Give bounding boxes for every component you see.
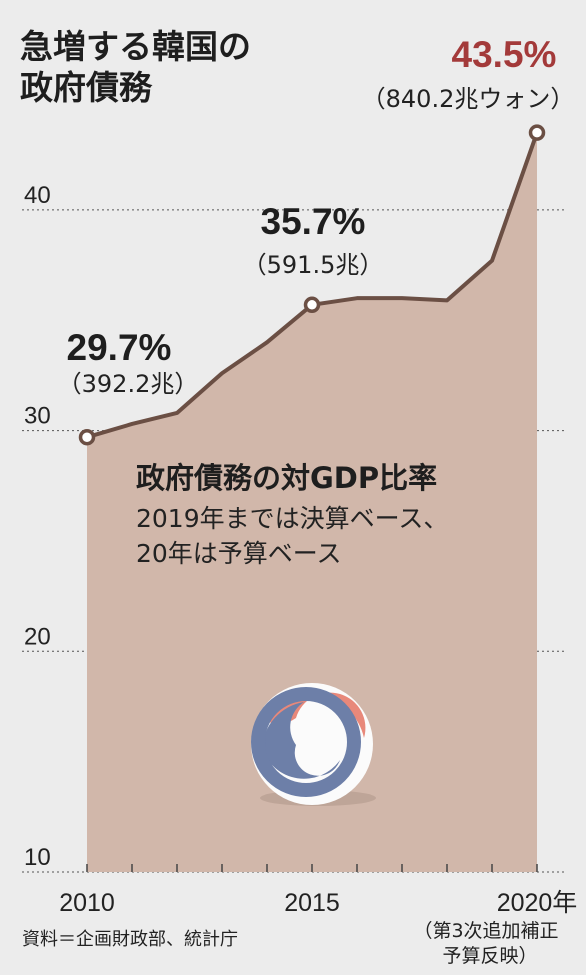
chart-title-line-2: 政府債務 [20, 68, 153, 107]
source-note: 資料＝企画財政部、統計庁 [22, 929, 238, 950]
highlight-markers [78, 124, 546, 446]
x-tick-marks [86, 864, 538, 872]
annotation-2010-percent: 29.7% [67, 327, 172, 368]
annotation-2020-percent: 43.5% [452, 34, 557, 75]
y-tick-20: 20 [24, 623, 51, 650]
x-tick-2010: 2010 [59, 889, 115, 917]
debt-ratio-area [87, 132, 537, 872]
data-point-2015 [303, 296, 321, 314]
annotation-2020-amount: （840.2兆ウォン） [362, 85, 575, 113]
description-line-1: 2019年までは決算ベース、 [136, 504, 448, 533]
x-tick-2015: 2015 [284, 889, 340, 917]
y-tick-labels: 10 20 30 40 [24, 182, 51, 871]
y-tick-30: 30 [24, 403, 51, 430]
description-line-2: 20年は予算ベース [136, 539, 342, 568]
description-title: 政府債務の対GDP比率 [136, 461, 437, 495]
data-point-2010 [78, 428, 96, 446]
y-tick-10: 10 [24, 844, 51, 871]
annotation-2015-percent: 35.7% [261, 201, 366, 242]
x-tick-2020: 2020年 [497, 889, 578, 917]
chart-title-line-1: 急増する韓国の [20, 27, 251, 66]
data-point-2020 [528, 124, 546, 141]
korea-government-emblem [251, 683, 376, 806]
x-tick-note-line-2: 予算反映） [442, 945, 537, 967]
x-tick-note-line-1: （第3次追加補正 [413, 920, 558, 942]
x-tick-labels: 2010 2015 2020年 [59, 889, 577, 917]
annotation-2010-amount: （392.2兆） [58, 370, 199, 398]
annotation-2015-amount: （591.5兆） [243, 251, 384, 279]
y-tick-40: 40 [24, 182, 51, 209]
